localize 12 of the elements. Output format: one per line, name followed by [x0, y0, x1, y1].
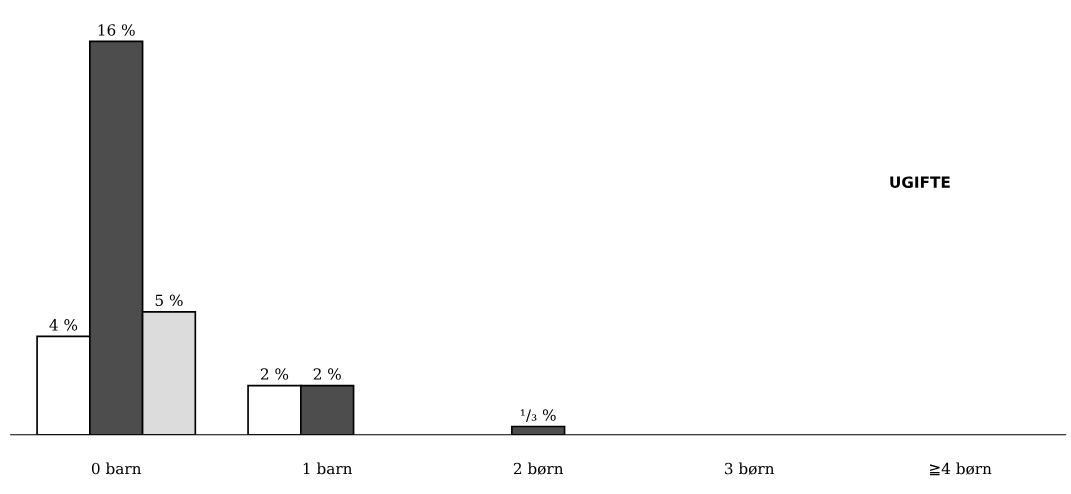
- data-label: 16 %: [98, 24, 135, 36]
- x-tick-label: 1 barn: [303, 462, 353, 475]
- data-label: 5 %: [155, 294, 183, 307]
- x-tick-label: 3 børn: [724, 462, 775, 475]
- x-tick-label: 0 barn: [91, 462, 142, 475]
- x-tick-label: 2 børn: [513, 462, 564, 475]
- data-label: 2 %: [313, 368, 341, 380]
- x-tick-label: ≧4 børn: [930, 462, 992, 476]
- data-label: ¹/₃ %: [520, 409, 556, 422]
- annotation: UGIFTE: [890, 176, 950, 188]
- data-label: 2 %: [260, 368, 289, 380]
- data-label: 4 %: [49, 319, 78, 331]
